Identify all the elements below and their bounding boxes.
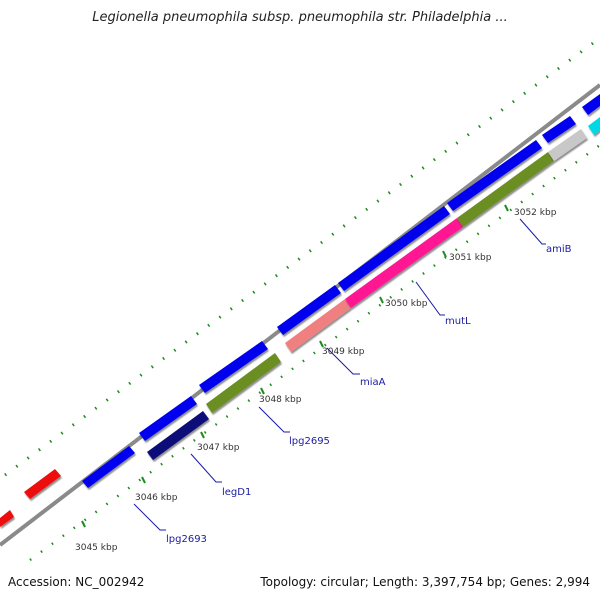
gene-label-lpg2693: lpg2693 <box>166 534 207 545</box>
inner-tick-ring <box>29 143 600 562</box>
tick-3050 <box>379 296 384 304</box>
gene-arrow-miaA-forward <box>277 285 341 335</box>
gene-arrow-red-right <box>24 469 61 499</box>
accession-label: Accession: <box>8 575 72 589</box>
tick-label-3050: 3050 kbp <box>385 299 428 309</box>
gene-label-leaders <box>133 218 546 531</box>
gene-label-lpg2695: lpg2695 <box>289 436 330 447</box>
feature-gray <box>548 129 587 161</box>
feature-legD1-navy <box>147 411 209 460</box>
feature-red-left <box>0 510 14 527</box>
feature-miaA-salmon <box>285 299 351 352</box>
tick-3045 <box>81 520 86 528</box>
gene-label-legD1: legD1 <box>222 487 251 498</box>
tick-label-3052: 3052 kbp <box>514 208 557 218</box>
leader-amiB <box>519 218 546 245</box>
topology-footer: Topology: circular; Length: 3,397,754 bp… <box>260 575 590 589</box>
tick-label-3047: 3047 kbp <box>197 443 240 453</box>
gene-arrow-blue-edge <box>582 94 600 115</box>
leader-legD1 <box>190 453 222 483</box>
tick-3051 <box>442 250 447 258</box>
tick-label-3048: 3048 kbp <box>259 395 302 405</box>
gene-arrow-mutL-forward <box>338 206 450 291</box>
gene-arrow-lpg2693 <box>82 446 135 488</box>
outer-dot-track <box>4 36 600 477</box>
tick-label-3051: 3051 kbp <box>449 253 492 263</box>
gene-arrow-lpg2695-forward <box>199 341 268 393</box>
forward-strand-genes <box>24 94 600 499</box>
feature-cyan <box>588 117 600 135</box>
tick-label-3046: 3046 kbp <box>135 493 178 503</box>
leader-lpg2693 <box>133 503 166 531</box>
tick-3048 <box>260 387 265 395</box>
tick-labels: 3045 kbp 3046 kbp 3047 kbp 3048 kbp 3049… <box>75 208 557 553</box>
tick-3046 <box>141 476 146 484</box>
leader-lpg2695 <box>258 406 290 433</box>
accession-value: NC_002942 <box>75 575 145 589</box>
map-title: Legionella pneumophila subsp. pneumophil… <box>92 10 508 25</box>
tick-3049 <box>319 340 324 348</box>
accession-footer: Accession: NC_002942 <box>8 575 144 589</box>
tick-3047 <box>200 431 205 439</box>
major-ticks <box>81 204 509 528</box>
leader-miaA <box>326 347 360 375</box>
feature-amiB-olive <box>457 152 554 227</box>
reverse-strand-features <box>0 117 600 527</box>
gene-label-miaA: miaA <box>360 377 386 388</box>
feature-lpg2695-olive <box>206 353 281 413</box>
outer-dot-ring <box>4 36 600 477</box>
feature-mutL-magenta <box>345 218 463 308</box>
tick-3052 <box>504 204 509 212</box>
gene-labels: lpg2693 legD1 lpg2695 miaA mutL amiB <box>166 244 572 545</box>
tick-label-3045: 3045 kbp <box>75 543 118 553</box>
gene-arrow-amiB-forward <box>447 140 542 211</box>
gene-arrow-blue-small <box>542 116 576 143</box>
gene-label-mutL: mutL <box>445 316 471 327</box>
leader-mutL <box>415 281 445 316</box>
tick-label-3049: 3049 kbp <box>322 347 365 357</box>
gene-label-amiB: amiB <box>546 244 572 255</box>
gene-arrow-legD1-forward <box>139 396 197 441</box>
